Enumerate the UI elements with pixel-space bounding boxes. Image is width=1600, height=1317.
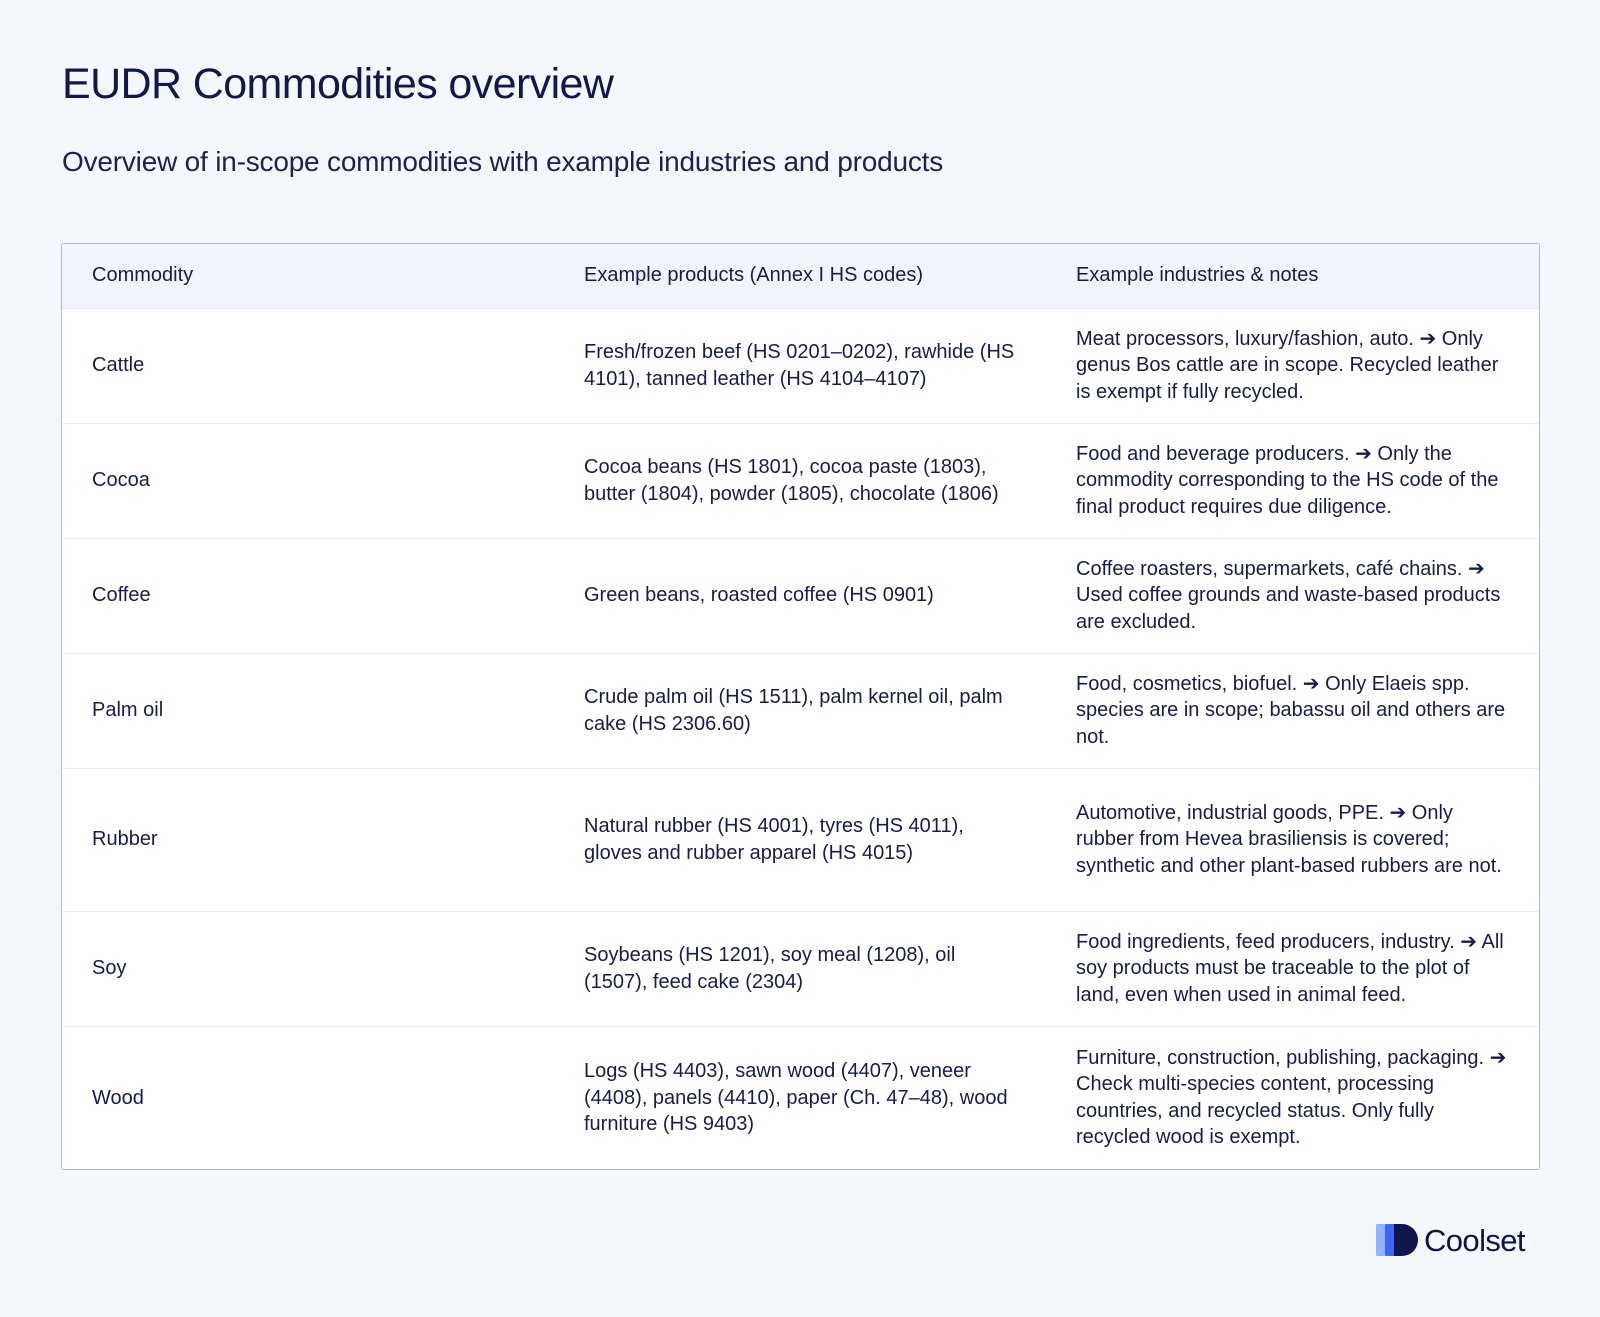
table-row: Coffee Green beans, roasted coffee (HS 0… <box>62 538 1539 654</box>
notes-cell: Food and beverage producers. ➔ Only the … <box>1046 423 1539 539</box>
header-example-industries-notes: Example industries & notes <box>1046 244 1539 309</box>
brand-name: Coolset <box>1424 1222 1526 1258</box>
header-example-products: Example products (Annex I HS codes) <box>554 244 1046 309</box>
table-row: Wood Logs (HS 4403), sawn wood (4407), v… <box>62 1026 1539 1169</box>
table-row: Rubber Natural rubber (HS 4001), tyres (… <box>62 768 1539 912</box>
table-body: Cattle Fresh/frozen beef (HS 0201–0202),… <box>62 308 1539 1169</box>
products-cell: Green beans, roasted coffee (HS 0901) <box>554 538 1046 654</box>
page-title: EUDR Commodities overview <box>62 60 614 108</box>
commodity-cell: Cocoa <box>62 423 554 539</box>
products-cell: Natural rubber (HS 4001), tyres (HS 4011… <box>554 768 1046 912</box>
products-cell: Crude palm oil (HS 1511), palm kernel oi… <box>554 653 1046 769</box>
notes-cell: Food, cosmetics, biofuel. ➔ Only Elaeis … <box>1046 653 1539 769</box>
notes-cell: Food ingredients, feed producers, indust… <box>1046 911 1539 1027</box>
commodity-cell: Coffee <box>62 538 554 654</box>
commodities-table: Commodity Example products (Annex I HS c… <box>61 243 1540 1170</box>
coolset-logo-icon <box>1376 1224 1418 1256</box>
products-cell: Logs (HS 4403), sawn wood (4407), veneer… <box>584 1060 1008 1135</box>
coolset-logo: Coolset <box>1376 1222 1526 1258</box>
commodity-cell: Cattle <box>62 308 554 424</box>
products-cell: Fresh/frozen beef (HS 0201–0202), rawhid… <box>554 308 1046 424</box>
commodity-cell: Rubber <box>62 768 554 912</box>
commodity-cell: Soy <box>62 911 554 1027</box>
products-cell: Soybeans (HS 1201), soy meal (1208), oil… <box>554 911 1046 1027</box>
table-header-row: Commodity Example products (Annex I HS c… <box>62 244 1539 309</box>
notes-cell: Meat processors, luxury/fashion, auto. ➔… <box>1046 308 1539 424</box>
notes-cell: Automotive, industrial goods, PPE. ➔ Onl… <box>1046 768 1539 912</box>
commodity-cell: Palm oil <box>62 653 554 769</box>
notes-cell: Coffee roasters, supermarkets, café chai… <box>1046 538 1539 654</box>
notes-cell: Furniture, construction, publishing, pac… <box>1076 1046 1507 1149</box>
table-row: Cattle Fresh/frozen beef (HS 0201–0202),… <box>62 308 1539 424</box>
commodity-cell: Wood <box>92 1086 144 1109</box>
page-subtitle: Overview of in-scope commodities with ex… <box>62 146 944 177</box>
table-row: Cocoa Cocoa beans (HS 1801), cocoa paste… <box>62 423 1539 539</box>
products-cell: Cocoa beans (HS 1801), cocoa paste (1803… <box>554 423 1046 539</box>
header-commodity: Commodity <box>62 244 554 309</box>
table-row: Palm oil Crude palm oil (HS 1511), palm … <box>62 653 1539 769</box>
table-header: Commodity Example products (Annex I HS c… <box>62 244 1539 309</box>
table-row: Soy Soybeans (HS 1201), soy meal (1208),… <box>62 911 1539 1027</box>
